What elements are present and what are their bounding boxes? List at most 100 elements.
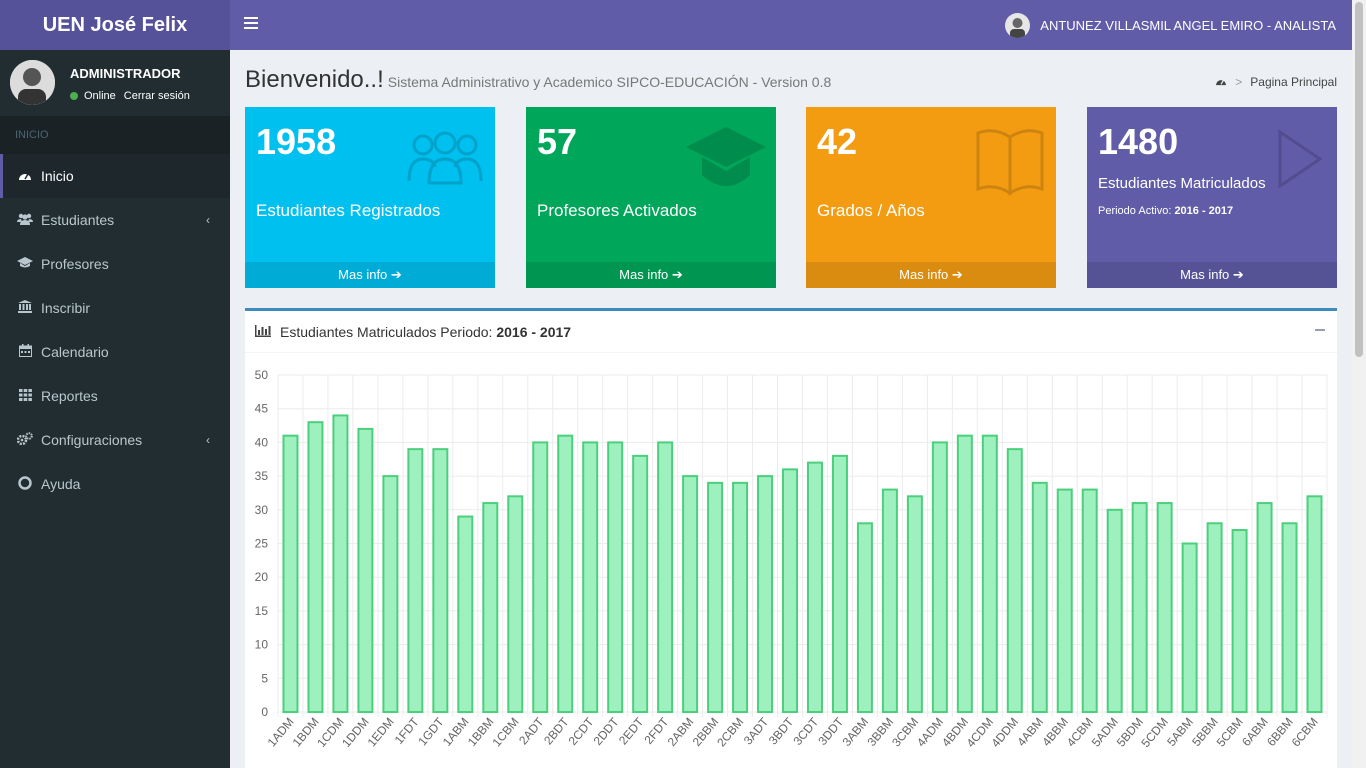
- bar-3ADT: [757, 475, 774, 713]
- cogs-icon: [16, 432, 33, 448]
- sidebar-item-ayuda[interactable]: Ayuda: [0, 462, 230, 506]
- app-logo[interactable]: UEN José Felix: [0, 0, 230, 50]
- breadcrumb-current: Pagina Principal: [1250, 75, 1337, 89]
- more-info-link[interactable]: Mas info ➔: [1087, 262, 1337, 288]
- bar-1ADM: [282, 434, 299, 713]
- bar-5CBM: [1231, 529, 1248, 713]
- period-label: Periodo Activo:: [1098, 205, 1172, 217]
- sidebar-toggle-icon[interactable]: [244, 17, 258, 33]
- stat-box-profesores-activados: 57 Profesores Activados Mas info ➔: [526, 107, 776, 288]
- x-tick-label: 1BBM: [465, 715, 497, 749]
- user-panel: ADMINISTRADOR Online Cerrar sesión: [0, 50, 230, 116]
- x-tick-label: 3BBM: [864, 715, 896, 749]
- chart-header: Estudiantes Matriculados Periodo: 2016 -…: [245, 311, 1337, 353]
- bar-2EDT: [632, 454, 649, 713]
- bar-4ABM: [1031, 481, 1048, 713]
- bar-4ADM: [931, 441, 948, 714]
- sidebar-item-label: Inscribir: [41, 300, 91, 316]
- chart-panel: Estudiantes Matriculados Periodo: 2016 -…: [245, 308, 1337, 768]
- more-info-link[interactable]: Mas info ➔: [806, 262, 1056, 288]
- y-tick-label: 30: [255, 503, 269, 517]
- stat-label: Estudiantes Matriculados: [1098, 175, 1266, 192]
- y-tick-label: 15: [255, 604, 269, 618]
- sidebar-item-label: Ayuda: [41, 476, 81, 492]
- scrollbar-thumb[interactable]: [1355, 2, 1363, 357]
- graduation-cap-icon: [17, 256, 33, 272]
- arrow-circle-right-icon: ➔: [671, 267, 683, 282]
- sidebar-item-inicio[interactable]: Inicio: [0, 154, 230, 198]
- user-status: Online Cerrar sesión: [70, 90, 190, 102]
- x-tick-label: 4BBM: [1039, 715, 1071, 749]
- page-scrollbar[interactable]: [1352, 0, 1366, 768]
- more-info-label: Mas info: [899, 267, 949, 282]
- bar-1GDT: [432, 448, 449, 713]
- institution-icon: [17, 300, 33, 316]
- x-tick-label: 5CDM: [1138, 715, 1171, 750]
- x-tick-label: 3BDT: [766, 714, 797, 747]
- book-icon: [974, 127, 1046, 202]
- calendar-icon: [17, 344, 33, 360]
- play-icon: [1277, 129, 1323, 194]
- x-tick-label: 4ABM: [1014, 715, 1046, 749]
- sidebar-item-inscribir[interactable]: Inscribir: [0, 286, 230, 330]
- bar-4DDM: [1006, 448, 1023, 713]
- sidebar-item-estudiantes[interactable]: Estudiantes ‹: [0, 198, 230, 242]
- arrow-circle-right-icon: ➔: [1232, 267, 1244, 282]
- user-menu[interactable]: ANTUNEZ VILLASMIL ANGEL EMIRO - ANALISTA: [1005, 13, 1336, 38]
- th-icon: [17, 388, 33, 404]
- x-tick-label: 6CBM: [1289, 715, 1321, 750]
- life-ring-icon: [17, 475, 33, 493]
- x-tick-label: 3ABM: [840, 715, 872, 749]
- sidebar-item-label: Calendario: [41, 344, 109, 360]
- stat-label: Estudiantes Registrados: [256, 201, 441, 220]
- x-tick-label: 2DDT: [591, 714, 622, 748]
- stat-box-grados: 42 Grados / Años Mas info ➔: [806, 107, 1056, 288]
- more-info-link[interactable]: Mas info ➔: [245, 262, 495, 288]
- y-tick-label: 0: [261, 705, 268, 719]
- avatar: [10, 60, 55, 105]
- dashboard-icon[interactable]: [1215, 75, 1227, 89]
- y-tick-label: 20: [255, 570, 269, 584]
- y-tick-label: 40: [255, 435, 269, 449]
- y-tick-label: 45: [255, 402, 269, 416]
- x-tick-label: 1CBM: [489, 715, 521, 750]
- top-navbar: ANTUNEZ VILLASMIL ANGEL EMIRO - ANALISTA: [230, 0, 1352, 50]
- logout-link[interactable]: Cerrar sesión: [123, 90, 190, 102]
- bar-3BBM: [881, 488, 898, 713]
- x-tick-label: 2CDT: [566, 714, 597, 748]
- stat-value: 1480: [1098, 121, 1179, 162]
- x-tick-label: 2ABM: [665, 715, 697, 749]
- bar-2CDT: [582, 441, 599, 714]
- bar-2CBM: [732, 481, 749, 713]
- bar-chart-icon: [255, 324, 271, 340]
- x-tick-label: 4CDM: [964, 715, 997, 750]
- x-tick-label: 4CBM: [1064, 715, 1096, 750]
- stat-value: 42: [817, 121, 858, 162]
- x-tick-label: 4DDM: [989, 715, 1022, 750]
- period-value: 2016 - 2017: [1174, 205, 1234, 217]
- bar-1FDT: [407, 448, 424, 713]
- more-info-label: Mas info: [338, 267, 388, 282]
- sidebar-item-calendario[interactable]: Calendario: [0, 330, 230, 374]
- bar-2FDT: [657, 441, 674, 714]
- sidebar-item-profesores[interactable]: Profesores: [0, 242, 230, 286]
- bar-3ABM: [856, 522, 873, 713]
- bar-1CBM: [507, 495, 524, 713]
- x-tick-label: 6BBM: [1264, 715, 1296, 749]
- chart-title-text: Estudiantes Matriculados Periodo:: [280, 323, 493, 340]
- more-info-link[interactable]: Mas info ➔: [526, 262, 776, 288]
- bar-5BBM: [1206, 522, 1223, 713]
- dashboard-icon: [17, 169, 33, 184]
- sidebar-item-label: Configuraciones: [41, 432, 143, 448]
- collapse-button[interactable]: [1315, 323, 1325, 335]
- breadcrumb: > Pagina Principal: [1215, 75, 1337, 89]
- x-tick-label: 2EDT: [616, 714, 647, 747]
- sidebar-item-configuraciones[interactable]: Configuraciones ‹: [0, 418, 230, 462]
- sidebar-item-label: Profesores: [41, 256, 109, 272]
- enrollment-bar-chart: 051015202530354045501ADM1BDM1CDM1DDM1EDM…: [255, 368, 1328, 750]
- app-logo-text: UEN José Felix: [42, 13, 188, 36]
- y-tick-label: 50: [255, 368, 269, 382]
- bar-3DDT: [831, 454, 848, 713]
- x-tick-label: 5CBM: [1214, 715, 1246, 750]
- sidebar-item-reportes[interactable]: Reportes: [0, 374, 230, 418]
